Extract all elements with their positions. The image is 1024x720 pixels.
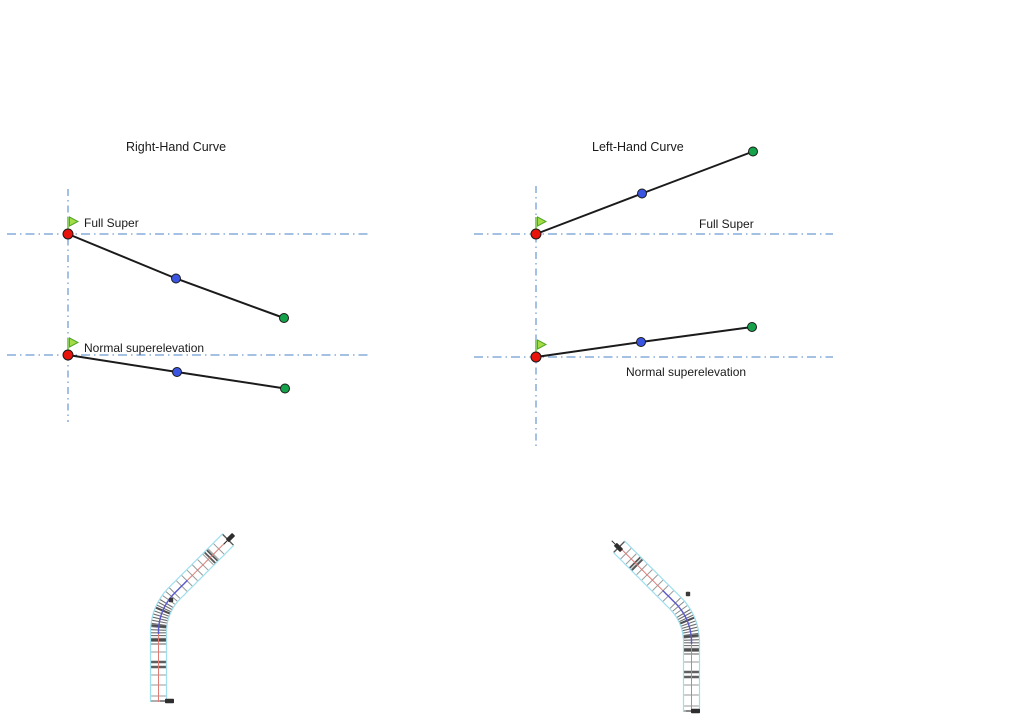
corridor-edge-line (149, 533, 224, 702)
curve-midpoint-marker (685, 591, 691, 597)
panel-title-left-hand-curve: Left-Hand Curve (592, 140, 684, 154)
grip-start[interactable] (62, 228, 74, 240)
grip-middle[interactable] (636, 337, 646, 347)
corridor-plan-right-hand-corridor (149, 533, 235, 704)
label-normal-superelevation-right-panel: Normal superelevation (84, 341, 205, 355)
grip-middle[interactable] (171, 273, 181, 284)
corridor-edge-line (165, 544, 235, 702)
grip-middle[interactable] (637, 188, 647, 199)
label-full-super-right-panel: Full Super (84, 216, 139, 230)
grip-start[interactable] (530, 351, 542, 363)
corridor-curve-overlay (157, 579, 188, 634)
grip-end[interactable] (747, 322, 757, 332)
grip-end[interactable] (748, 146, 758, 157)
station-label-marker (223, 533, 235, 545)
grip-start[interactable] (530, 228, 542, 240)
station-label-marker (686, 708, 700, 714)
corridor-edge-line (624, 540, 701, 712)
panel-left-hand (474, 146, 833, 448)
panel-title-right-hand-curve: Right-Hand Curve (126, 140, 227, 154)
curve-midpoint-marker (168, 597, 174, 603)
station-label-marker (160, 698, 174, 704)
label-full-super-left-panel: Full Super (699, 217, 754, 231)
corridor-curve-overlay (662, 589, 693, 644)
grip-end[interactable] (279, 313, 289, 323)
panel-right-hand (7, 189, 370, 422)
station-label-marker (611, 540, 623, 552)
grip-end[interactable] (280, 383, 290, 394)
corridor-plan-left-hand-corridor (611, 540, 701, 714)
corridor-edge-line (612, 551, 685, 712)
label-normal-superelevation-left-panel: Normal superelevation (626, 365, 747, 379)
grip-middle[interactable] (172, 367, 182, 377)
grip-start[interactable] (62, 349, 74, 361)
